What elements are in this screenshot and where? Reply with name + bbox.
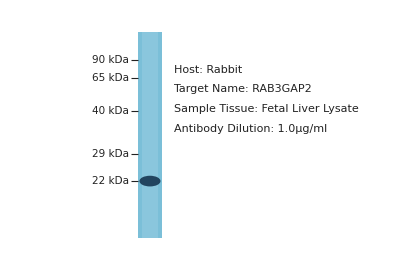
Text: 29 kDa: 29 kDa (92, 149, 129, 159)
Text: Antibody Dilution: 1.0µg/ml: Antibody Dilution: 1.0µg/ml (174, 124, 327, 134)
Bar (138, 32, 162, 238)
Text: 65 kDa: 65 kDa (92, 73, 129, 83)
Bar (142, 32, 158, 238)
Text: 90 kDa: 90 kDa (92, 55, 129, 65)
Text: 22 kDa: 22 kDa (92, 176, 129, 186)
Ellipse shape (140, 176, 160, 186)
Text: 40 kDa: 40 kDa (92, 106, 129, 116)
Text: Target Name: RAB3GAP2: Target Name: RAB3GAP2 (174, 84, 312, 95)
Text: Host: Rabbit: Host: Rabbit (174, 65, 242, 75)
Text: Sample Tissue: Fetal Liver Lysate: Sample Tissue: Fetal Liver Lysate (174, 104, 359, 114)
